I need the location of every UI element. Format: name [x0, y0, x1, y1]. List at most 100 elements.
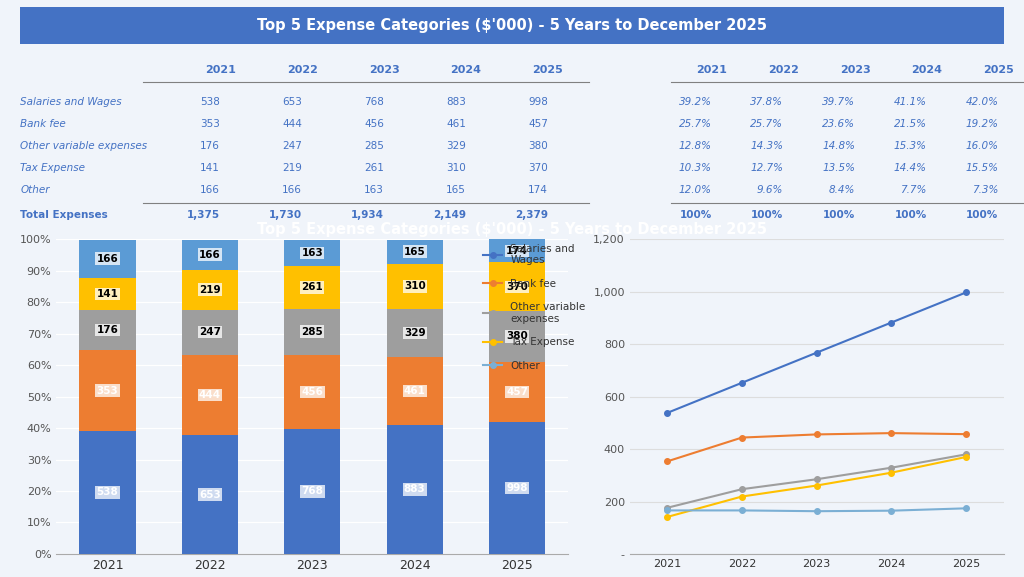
Text: Top 5 Expense Categories ($'000) - 5 Years to December 2025: Top 5 Expense Categories ($'000) - 5 Yea…: [257, 222, 767, 237]
Text: 14.8%: 14.8%: [822, 141, 855, 151]
Text: 285: 285: [301, 327, 324, 337]
Text: 998: 998: [507, 483, 527, 493]
Text: 1,375: 1,375: [187, 210, 220, 220]
Text: Total Expenses: Total Expenses: [20, 210, 109, 220]
Text: 1,934: 1,934: [351, 210, 384, 220]
Bar: [387, 357, 443, 425]
Text: 165: 165: [403, 247, 426, 257]
Bar: [182, 435, 238, 554]
Bar: [80, 278, 135, 310]
Bar: [80, 310, 135, 350]
Bar: [182, 270, 238, 310]
Text: 370: 370: [528, 163, 548, 173]
Text: 247: 247: [283, 141, 302, 151]
Text: 25.7%: 25.7%: [751, 119, 783, 129]
Text: 2021: 2021: [696, 65, 727, 75]
Text: 100%: 100%: [967, 210, 998, 220]
Text: 16.0%: 16.0%: [966, 141, 998, 151]
FancyBboxPatch shape: [20, 6, 1004, 44]
Text: 9.6%: 9.6%: [757, 185, 783, 194]
Text: 2024: 2024: [911, 65, 942, 75]
Text: 456: 456: [301, 387, 324, 397]
Text: 456: 456: [365, 119, 384, 129]
Text: 7.7%: 7.7%: [900, 185, 927, 194]
Text: 883: 883: [446, 97, 466, 107]
Text: 219: 219: [199, 284, 221, 295]
Text: 166: 166: [96, 254, 119, 264]
Text: 15.3%: 15.3%: [894, 141, 927, 151]
Bar: [387, 239, 443, 264]
Text: 444: 444: [283, 119, 302, 129]
Text: 23.6%: 23.6%: [822, 119, 855, 129]
Text: 165: 165: [446, 185, 466, 194]
Text: 176: 176: [96, 325, 119, 335]
Text: 538: 538: [96, 488, 119, 497]
Text: 883: 883: [403, 484, 426, 494]
Bar: [387, 425, 443, 554]
Text: 13.5%: 13.5%: [822, 163, 855, 173]
Text: 457: 457: [528, 119, 548, 129]
Text: 39.7%: 39.7%: [822, 97, 855, 107]
Bar: [489, 362, 546, 422]
Text: 14.4%: 14.4%: [894, 163, 927, 173]
Text: 310: 310: [403, 282, 426, 291]
Text: 380: 380: [506, 331, 528, 342]
Bar: [80, 239, 135, 278]
Text: 461: 461: [403, 386, 426, 396]
Text: 370: 370: [506, 282, 528, 292]
Text: 653: 653: [199, 489, 221, 500]
Text: 7.3%: 7.3%: [972, 185, 998, 194]
Text: 2,149: 2,149: [433, 210, 466, 220]
Text: 538: 538: [201, 97, 220, 107]
Text: 14.3%: 14.3%: [751, 141, 783, 151]
Text: 768: 768: [301, 486, 324, 496]
Text: 461: 461: [446, 119, 466, 129]
Text: 41.1%: 41.1%: [894, 97, 927, 107]
Text: 2022: 2022: [287, 65, 317, 75]
Text: 457: 457: [506, 387, 528, 397]
Text: 2025: 2025: [983, 65, 1014, 75]
Text: 174: 174: [506, 246, 528, 256]
Text: 353: 353: [96, 385, 119, 395]
Text: 37.8%: 37.8%: [751, 97, 783, 107]
Text: 2025: 2025: [532, 65, 563, 75]
Bar: [489, 422, 546, 554]
Text: 12.8%: 12.8%: [679, 141, 712, 151]
Text: 176: 176: [201, 141, 220, 151]
Bar: [489, 239, 546, 263]
Text: 100%: 100%: [823, 210, 855, 220]
Text: 444: 444: [199, 390, 221, 400]
Bar: [489, 263, 546, 312]
Text: 2,379: 2,379: [515, 210, 548, 220]
Text: 2024: 2024: [451, 65, 481, 75]
Text: 100%: 100%: [680, 210, 712, 220]
Text: 39.2%: 39.2%: [679, 97, 712, 107]
Bar: [80, 431, 135, 554]
Text: 174: 174: [528, 185, 548, 194]
Text: 10.3%: 10.3%: [679, 163, 712, 173]
Text: 353: 353: [201, 119, 220, 129]
Bar: [285, 355, 341, 429]
Text: Tax Expense: Tax Expense: [20, 163, 85, 173]
Text: 42.0%: 42.0%: [966, 97, 998, 107]
Text: 247: 247: [199, 327, 221, 337]
Bar: [387, 264, 443, 309]
Text: 21.5%: 21.5%: [894, 119, 927, 129]
Text: Other: Other: [20, 185, 50, 194]
Bar: [182, 239, 238, 270]
Text: 163: 163: [301, 248, 324, 258]
Legend: Salaries and
Wages, Bank fee, Other variable
expenses, Tax Expense, Other: Salaries and Wages, Bank fee, Other vari…: [478, 238, 591, 376]
Text: 141: 141: [201, 163, 220, 173]
Bar: [387, 309, 443, 357]
Bar: [182, 354, 238, 435]
Text: 12.0%: 12.0%: [679, 185, 712, 194]
Text: 166: 166: [199, 250, 221, 260]
Text: 141: 141: [96, 288, 119, 299]
Text: Top 5 Expense Categories ($'000) - 5 Years to December 2025: Top 5 Expense Categories ($'000) - 5 Yea…: [257, 18, 767, 33]
Text: 2023: 2023: [369, 65, 399, 75]
Text: 653: 653: [283, 97, 302, 107]
Bar: [489, 312, 546, 362]
Text: 12.7%: 12.7%: [751, 163, 783, 173]
Text: 380: 380: [528, 141, 548, 151]
Bar: [285, 266, 341, 309]
